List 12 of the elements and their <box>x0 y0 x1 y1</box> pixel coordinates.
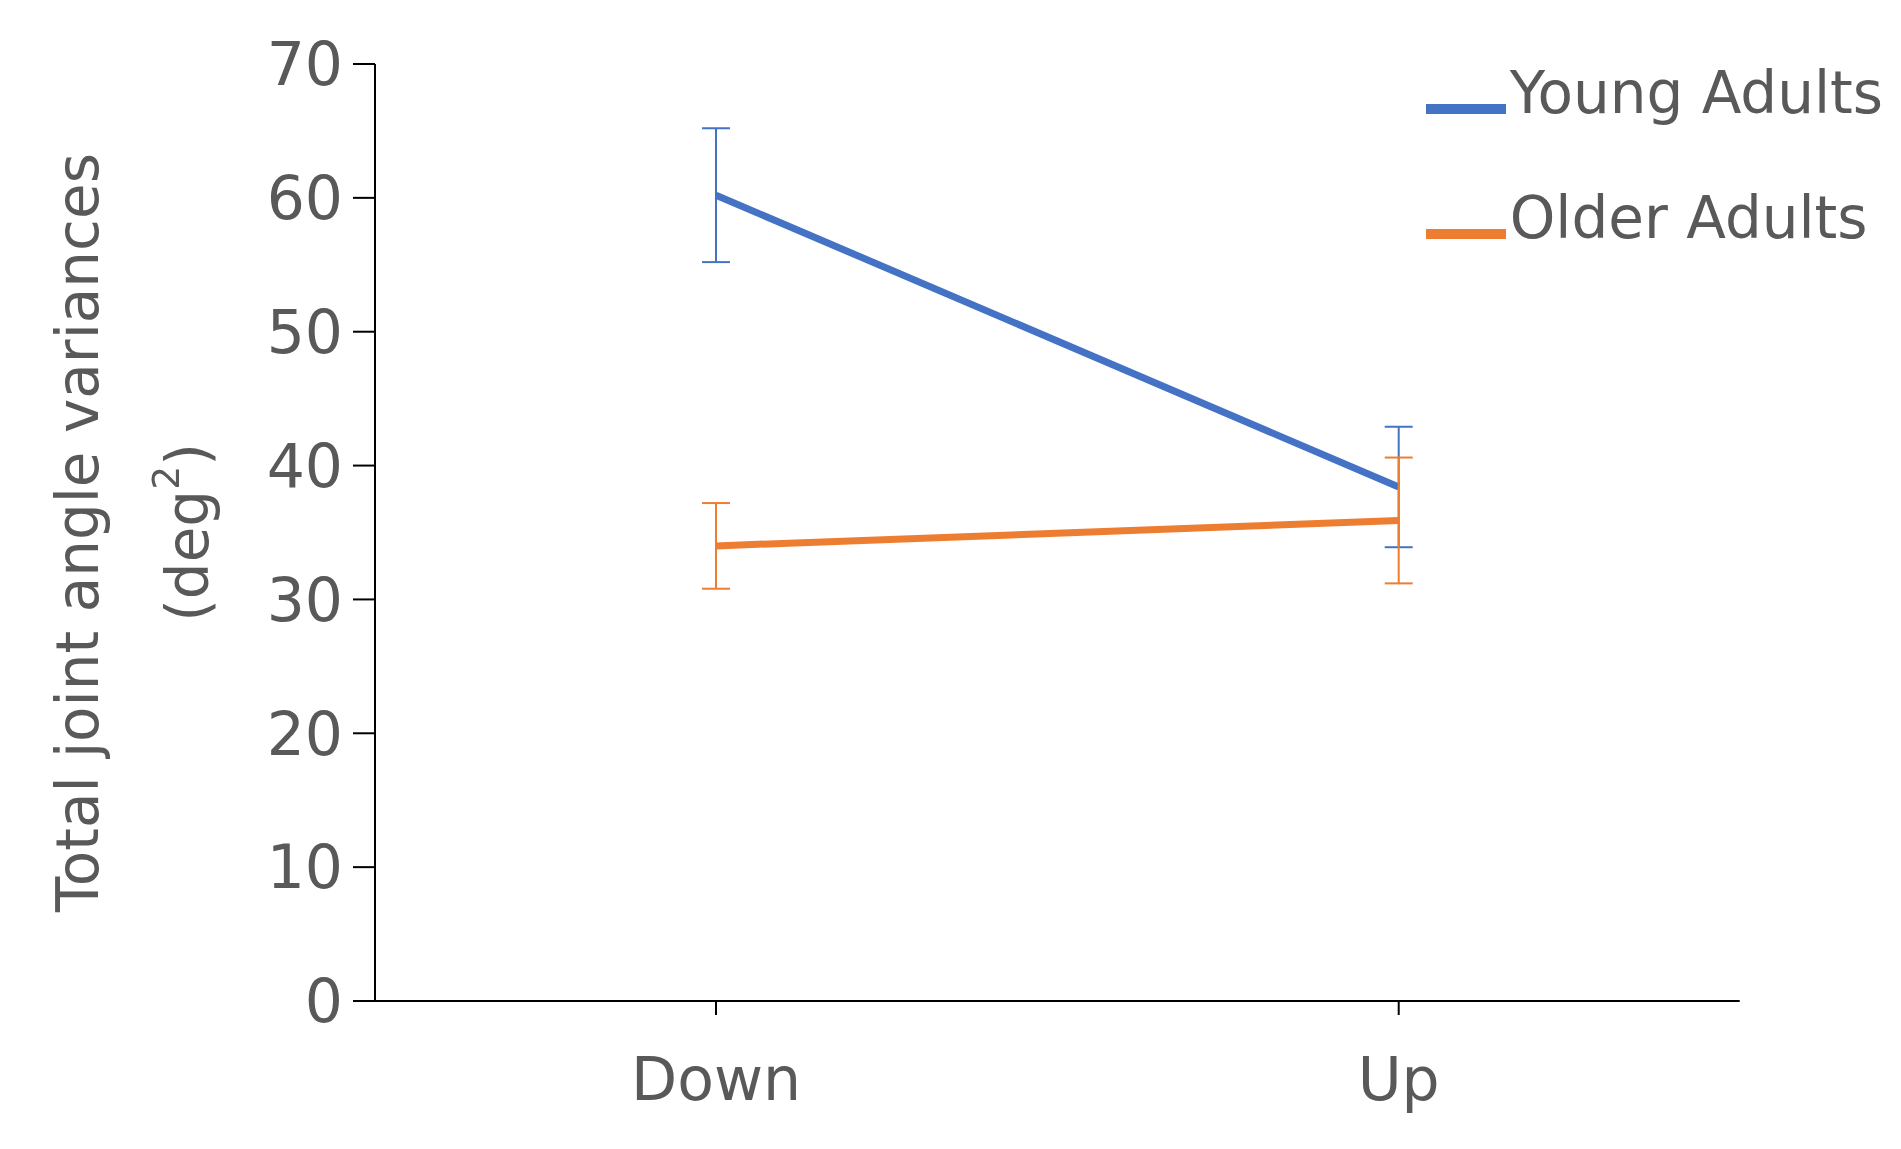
legend-label: Young Adults <box>1509 59 1883 127</box>
x-tick-label: Down <box>630 1043 802 1114</box>
y-tick-label: 0 <box>304 966 343 1037</box>
y-tick-label: 70 <box>266 29 343 100</box>
x-tick-label: Up <box>1357 1043 1440 1114</box>
y-tick-label: 30 <box>266 564 343 635</box>
y-tick-label: 10 <box>266 832 343 903</box>
y-tick-label: 60 <box>266 163 343 234</box>
y-tick-label: 40 <box>266 430 343 501</box>
y-tick-label: 50 <box>266 297 343 368</box>
legend-label: Older Adults <box>1509 184 1868 252</box>
y-tick-label: 20 <box>266 698 343 769</box>
